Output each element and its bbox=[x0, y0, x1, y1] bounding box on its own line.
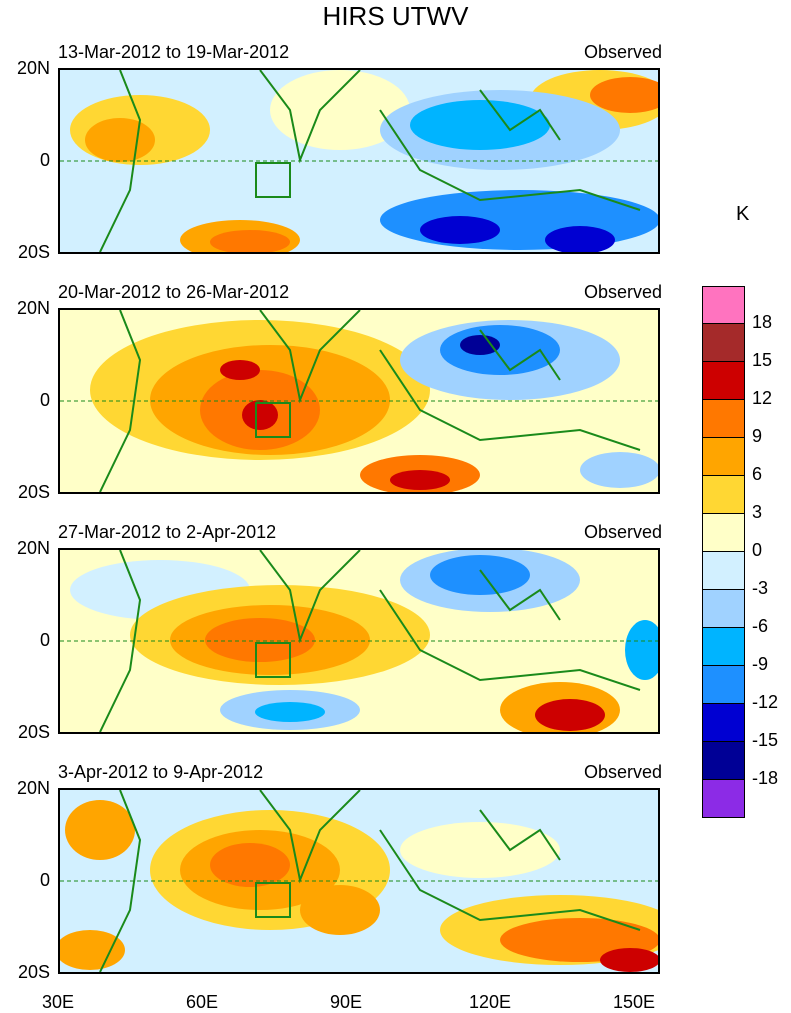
map-panel-2: 20-Mar-2012 to 26-Mar-2012 Observed 20N … bbox=[0, 282, 700, 526]
colorbar-swatch bbox=[702, 286, 745, 324]
map-panel-1: 13-Mar-2012 to 19-Mar-2012 Observed 20N … bbox=[0, 42, 700, 286]
map-svg bbox=[60, 550, 658, 732]
colorbar-swatch bbox=[702, 476, 745, 514]
lon-label-90e: 90E bbox=[329, 992, 363, 1012]
lat-label-20s: 20S bbox=[17, 962, 50, 982]
colorbar-label: -3 bbox=[752, 578, 769, 598]
colorbar-label: -12 bbox=[752, 692, 779, 712]
anomaly-map bbox=[58, 68, 660, 254]
panel-period-label: 27-Mar-2012 to 2-Apr-2012 bbox=[58, 522, 277, 542]
panel-period-label: 20-Mar-2012 to 26-Mar-2012 bbox=[58, 282, 290, 302]
panel-tag-label: Observed bbox=[583, 282, 662, 302]
colorbar-swatch bbox=[702, 666, 745, 704]
panel-tag-label: Observed bbox=[583, 42, 662, 62]
panel-tag-label: Observed bbox=[583, 522, 662, 542]
colorbar bbox=[702, 286, 745, 818]
anomaly-map bbox=[58, 308, 660, 494]
map-svg bbox=[60, 790, 658, 972]
panel-period-label: 3-Apr-2012 to 9-Apr-2012 bbox=[58, 762, 264, 782]
lon-label-30e: 30E bbox=[41, 992, 75, 1012]
colorbar-swatch bbox=[702, 324, 745, 362]
colorbar-swatch bbox=[702, 590, 745, 628]
anomaly-map bbox=[58, 548, 660, 734]
colorbar-label: 0 bbox=[752, 540, 763, 560]
map-svg bbox=[60, 310, 658, 492]
colorbar-swatch bbox=[702, 438, 745, 476]
lat-label-20n: 20N bbox=[16, 778, 50, 798]
lat-label-20s: 20S bbox=[17, 722, 50, 742]
lat-label-20s: 20S bbox=[17, 482, 50, 502]
map-panel-3: 27-Mar-2012 to 2-Apr-2012 Observed 20N 0… bbox=[0, 522, 700, 766]
colorbar-label: 9 bbox=[752, 426, 763, 446]
colorbar-label: -18 bbox=[752, 768, 779, 788]
panel-tag-label: Observed bbox=[583, 762, 662, 782]
anomaly-map bbox=[58, 788, 660, 974]
lat-label-20s: 20S bbox=[17, 242, 50, 262]
lon-label-150e: 150E bbox=[612, 992, 656, 1012]
lat-label-0: 0 bbox=[39, 390, 50, 410]
colorbar-swatch bbox=[702, 362, 745, 400]
colorbar-label: 18 bbox=[752, 312, 773, 332]
colorbar-label: -15 bbox=[752, 730, 779, 750]
colorbar-swatch bbox=[702, 704, 745, 742]
colorbar-label: 15 bbox=[752, 350, 773, 370]
lat-label-20n: 20N bbox=[16, 538, 50, 558]
colorbar-label: 3 bbox=[752, 502, 763, 522]
colorbar-label: -6 bbox=[752, 616, 769, 636]
colorbar-label: 12 bbox=[752, 388, 773, 408]
map-panel-4: 3-Apr-2012 to 9-Apr-2012 Observed 20N 0 … bbox=[0, 762, 700, 1006]
lon-label-60e: 60E bbox=[185, 992, 219, 1012]
lon-label-120e: 120E bbox=[468, 992, 512, 1012]
figure-title: HIRS UTWV bbox=[322, 1, 469, 31]
lat-label-0: 0 bbox=[39, 150, 50, 170]
colorbar-label: -9 bbox=[752, 654, 769, 674]
colorbar-swatch bbox=[702, 780, 745, 818]
lat-label-20n: 20N bbox=[16, 58, 50, 78]
lat-label-0: 0 bbox=[39, 870, 50, 890]
colorbar-swatch bbox=[702, 552, 745, 590]
colorbar-label: 6 bbox=[752, 464, 763, 484]
lat-label-20n: 20N bbox=[16, 298, 50, 318]
map-svg bbox=[60, 70, 658, 252]
colorbar-swatch bbox=[702, 400, 745, 438]
colorbar-swatch bbox=[702, 514, 745, 552]
colorbar-swatch bbox=[702, 742, 745, 780]
colorbar-swatch bbox=[702, 628, 745, 666]
lat-label-0: 0 bbox=[39, 630, 50, 650]
colorbar-unit: K bbox=[736, 203, 750, 225]
panel-period-label: 13-Mar-2012 to 19-Mar-2012 bbox=[58, 42, 290, 62]
